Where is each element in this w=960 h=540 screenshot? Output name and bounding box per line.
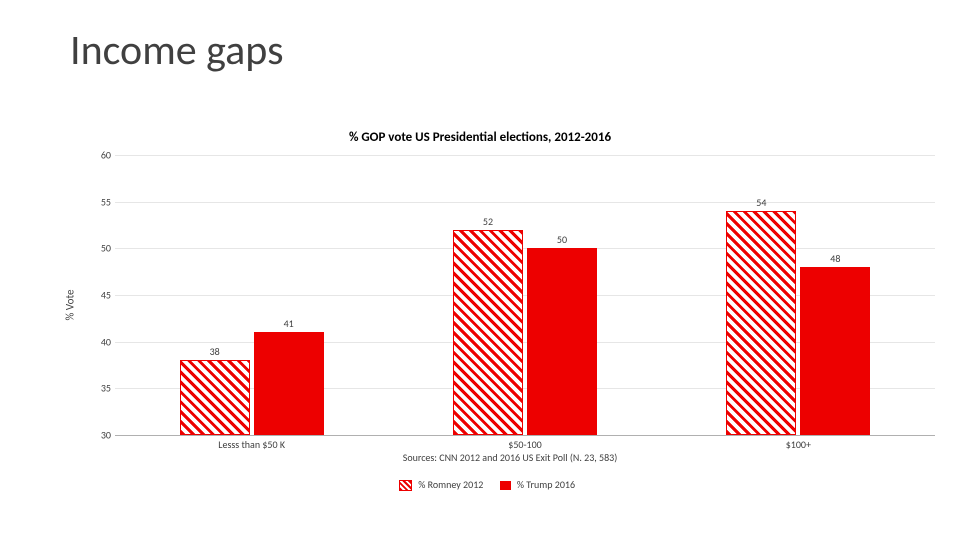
bar-value-label: 52 [483,215,493,228]
legend: % Romney 2012 % Trump 2016 [0,478,960,491]
page-title: Income gaps [70,25,284,76]
gridline [115,155,935,156]
legend-label-series-1: % Trump 2016 [517,478,575,491]
y-tick-label: 45 [87,289,111,302]
chart-area: % Vote 30354045505560384152505448 Lesss … [85,155,935,455]
bar-value-label: 50 [557,233,567,246]
legend-label-series-0: % Romney 2012 [418,478,483,491]
bar [726,211,796,435]
gridline [115,202,935,203]
source-line: Sources: CNN 2012 and 2016 US Exit Poll … [403,451,618,464]
bar [180,360,250,435]
bar [453,230,523,435]
y-tick-label: 30 [87,429,111,442]
y-tick-label: 50 [87,242,111,255]
plot-area: 30354045505560384152505448 [115,155,935,436]
x-tick-label: $100+ [786,438,811,451]
bar-value-label: 38 [210,345,220,358]
gridline [115,248,935,249]
chart-title: % GOP vote US Presidential elections, 20… [0,130,960,145]
bar-value-label: 41 [284,317,294,330]
bar-value-label: 48 [830,252,840,265]
bar [254,332,324,435]
y-tick-label: 60 [87,149,111,162]
bar [800,267,870,435]
x-tick-label: Lesss than $50 K [218,438,285,451]
legend-swatch-series-1 [500,481,511,490]
slide: Income gaps % GOP vote US Presidential e… [0,0,960,540]
y-tick-label: 55 [87,195,111,208]
y-tick-label: 35 [87,382,111,395]
x-tick-label: $50-100 [508,438,541,451]
y-tick-label: 40 [87,335,111,348]
bar [527,248,597,435]
bar-value-label: 54 [756,196,766,209]
y-axis-label: % Vote [64,290,77,321]
legend-swatch-series-0 [399,480,412,491]
